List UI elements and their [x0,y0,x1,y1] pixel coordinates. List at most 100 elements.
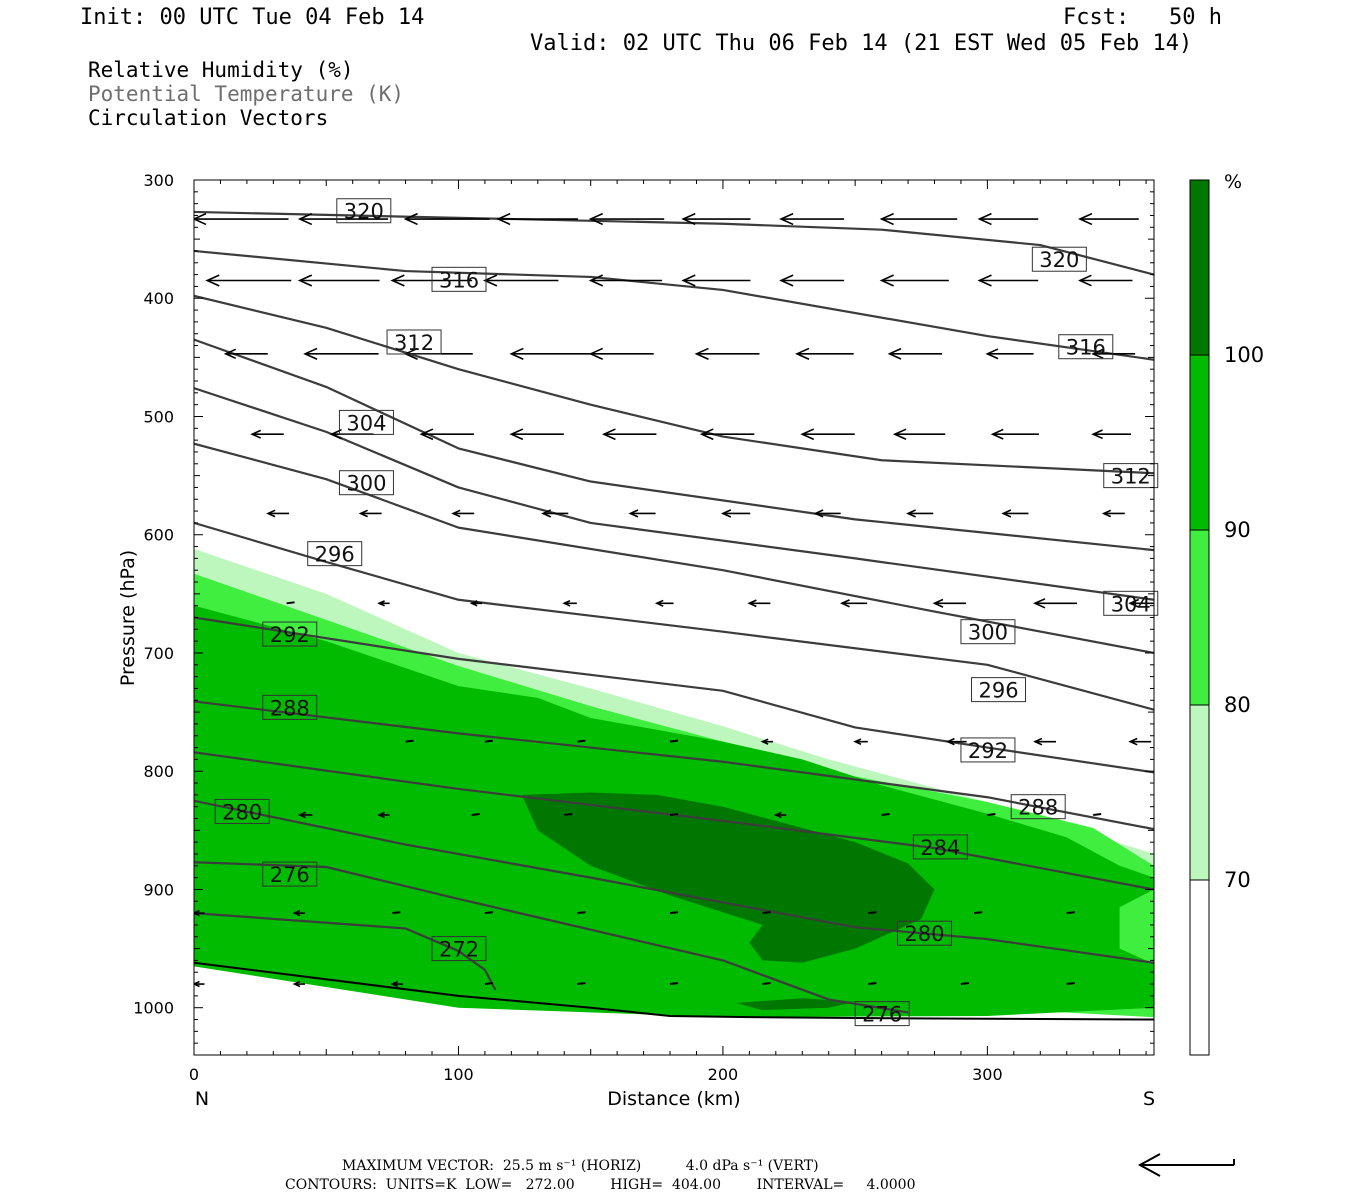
vector-arrow [699,428,755,441]
y-axis-label: Pressure (hPa) [117,550,139,686]
vector-arrow [879,274,949,287]
vector-arrow [390,980,403,988]
vector-arrow [974,911,983,915]
vector-arrow [853,738,868,745]
reference-vector [1137,1153,1235,1177]
contour-label-276-1: 276 [854,1001,910,1027]
svg-text:296: 296 [978,679,1018,703]
vector-arrow [377,600,390,607]
theta-contour-280 [194,799,1154,964]
x-tick-label: 0 [189,1065,199,1084]
contour-label-284-0: 284 [912,834,968,860]
vector-arrow [484,739,494,743]
vector-arrow [577,982,586,986]
vector-arrow [541,509,569,518]
contour-label-280-0: 280 [214,798,270,824]
theta-contour-304 [194,387,1154,601]
y-tick-label: 500 [143,407,174,426]
svg-text:300: 300 [346,472,386,496]
contour-label-296-1: 296 [971,677,1027,703]
contour-label-276-0: 276 [262,861,318,887]
vector-arrow [577,911,586,915]
vector-arrow [286,601,295,605]
theta-contour-308 [194,338,1154,552]
vector-arrow [1128,737,1152,746]
x-tick-label: 300 [972,1065,1003,1084]
vector-arrow [1091,348,1136,360]
svg-text:276: 276 [270,863,310,887]
svg-text:288: 288 [270,696,310,720]
vector-arrow [694,347,760,360]
theta-contour-272 [194,912,497,991]
vector-arrow [868,911,877,915]
rh-colorbar: % 70 80 90 100 [1189,171,1264,1056]
vector-arrow [392,911,401,915]
vector-arrow [1091,429,1131,440]
contour-label-316-0: 316 [431,266,487,292]
vector-arrow [588,347,654,360]
contour-label-272-0: 272 [431,936,487,962]
y-tick-label: 400 [143,289,174,308]
max-vector-note: MAXIMUM VECTOR: 25.5 m s⁻¹ (HORIZ) 4.0 d… [342,1158,819,1174]
vector-arrow [987,812,996,816]
svg-text:272: 272 [439,938,479,962]
theta-contour-320 [194,210,1154,276]
y-tick-label: 600 [143,526,174,545]
vector-arrow [1033,737,1056,746]
legend-relative-humidity: Relative Humidity (%) [88,58,354,82]
vector-arrow [588,274,663,287]
svg-text:312: 312 [1111,465,1151,489]
vector-arrow [773,811,787,819]
vector-arrow [303,347,379,360]
theta-contour-296 [194,521,1154,711]
svg-text:296: 296 [315,543,355,567]
vector-arrow [839,599,868,608]
vector-arrow [720,509,751,518]
vector-arrow [509,347,592,360]
vector-arrow [945,737,967,746]
vector-arrow [403,212,490,226]
colorbar-segment [1189,179,1210,356]
vector-arrow [887,347,943,360]
vector-arrow [223,348,268,360]
theta-contour-284 [194,751,1154,891]
contour-labels: 320 320 316 316 312 312 304 304 300 300 296 296 292 2… [214,198,1159,1027]
vector-arrow [562,599,577,607]
colorbar-segment [1189,529,1210,706]
svg-text:276: 276 [862,1003,902,1027]
vector-arrow [881,812,890,816]
vector-arrow [292,909,305,917]
colorbar-level-label: 90 [1224,518,1251,542]
vector-arrow [358,509,382,518]
vector-arrow [628,509,656,518]
svg-text:292: 292 [968,739,1008,763]
legend-potential-temperature: Potential Temperature (K) [88,82,405,106]
theta-contour-276 [194,861,909,1014]
vector-arrow [482,274,559,287]
svg-text:304: 304 [346,411,386,435]
vector-arrow [654,599,674,607]
rh-region-100-4 [736,998,856,1011]
vector-arrow [985,348,1034,360]
colorbar-segment [1189,704,1210,881]
axis-text: Distance (km) Pressure (hPa) N S [117,550,1155,1110]
vector-arrow [669,812,679,816]
svg-text:304: 304 [1111,592,1151,616]
vector-arrow [779,212,845,226]
vector-arrow [1033,598,1077,609]
y-tick-label: 700 [143,644,174,663]
svg-text:316: 316 [1066,336,1106,360]
theta-contour-316 [194,249,1154,361]
vector-arrow [762,982,771,986]
y-tick-label: 800 [143,762,174,781]
contour-label-288-1: 288 [1010,794,1066,820]
vector-arrow [960,982,970,986]
vector-arrow [800,428,855,441]
contour-label-292-1: 292 [960,737,1016,763]
vector-arrow [747,599,771,608]
vector-arrow [509,428,564,441]
vector-arrow [1001,509,1029,518]
vector-arrow [906,509,934,518]
vector-arrow [879,212,958,226]
